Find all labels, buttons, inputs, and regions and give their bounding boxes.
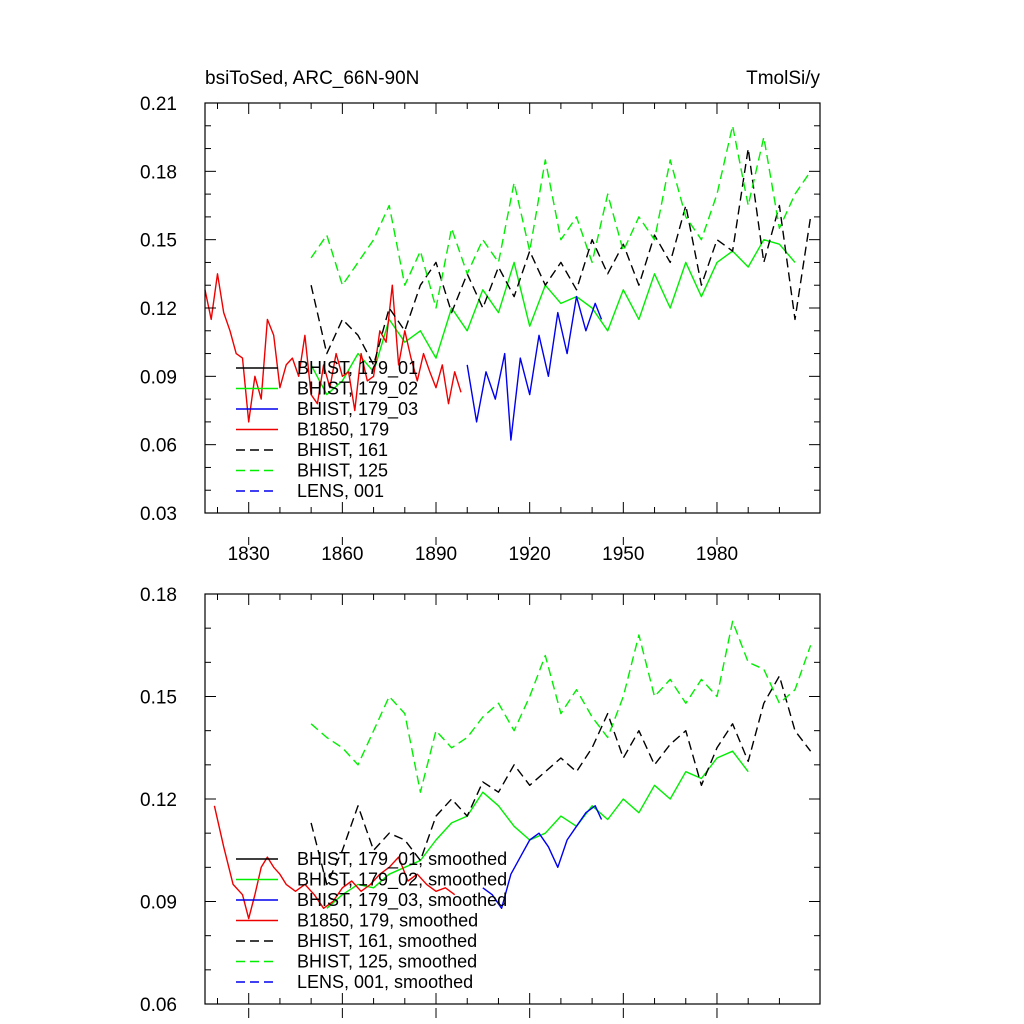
y-tick-label: 0.21 [140, 94, 177, 115]
y-tick-label: 0.15 [140, 688, 177, 709]
series-line-4 [310, 147, 812, 366]
x-tick-label: 1860 [321, 544, 363, 565]
legend-label-3: B1850, 179 [297, 420, 389, 440]
legend-label-5: BHIST, 125 [297, 461, 388, 481]
legend-label-2: BHIST, 179_03 [297, 399, 418, 420]
x-tick-label: 1980 [696, 544, 738, 565]
legend-label-1: BHIST, 179_02 [297, 379, 418, 400]
y-tick-label: 0.06 [140, 436, 177, 457]
series-line-1 [310, 238, 796, 396]
series-line-3 [213, 805, 456, 920]
bottom-panel: 0.06 0.09 0.12 0.15 0.18 BHIST, 179_01, smoo… [140, 585, 821, 1018]
legend-label-2: BHIST, 179_03, smoothed [297, 890, 507, 911]
legend-label-4: BHIST, 161 [297, 440, 388, 460]
y-tick-label: 0.09 [140, 367, 177, 388]
top-panel-units: TmolSi/y [746, 68, 820, 89]
top-panel-title: bsiToSed, ARC_66N-90N [205, 68, 419, 89]
series-line-2 [466, 295, 603, 441]
y-tick-label: 0.09 [140, 893, 177, 914]
series-line-4 [310, 675, 812, 886]
legend-label-3: B1850, 179, smoothed [297, 911, 478, 931]
legend-label-0: BHIST, 179_01, smoothed [297, 849, 507, 870]
legend-label-4: BHIST, 161, smoothed [297, 931, 477, 951]
series-line-3 [204, 273, 462, 423]
y-tick-label: 0.18 [140, 162, 177, 183]
series-line-1 [326, 750, 749, 909]
x-tick-label: 1920 [509, 544, 551, 565]
series-line-5 [310, 620, 812, 793]
y-tick-label: 0.12 [140, 790, 177, 811]
top-panel: bsiToSed, ARC_66N-90N TmolSi/y 0.03 0.06 0… [140, 68, 821, 565]
y-tick-label: 0.12 [140, 299, 177, 320]
legend-label-6: LENS, 001, smoothed [297, 972, 473, 992]
legend-label-6: LENS, 001 [297, 481, 384, 501]
x-tick-label: 1890 [415, 544, 457, 565]
y-tick-label: 0.15 [140, 231, 177, 252]
y-tick-label: 0.18 [140, 585, 177, 606]
series-line-2 [482, 805, 603, 909]
x-tick-label: 1830 [228, 544, 270, 565]
legend-label-1: BHIST, 179_02, smoothed [297, 870, 507, 891]
x-tick-label: 1950 [602, 544, 644, 565]
y-tick-label: 0.06 [140, 995, 177, 1016]
y-tick-label: 0.03 [140, 504, 177, 525]
legend-label-0: BHIST, 179_01 [297, 358, 418, 379]
legend-label-5: BHIST, 125, smoothed [297, 952, 477, 972]
series-line-5 [310, 125, 812, 309]
